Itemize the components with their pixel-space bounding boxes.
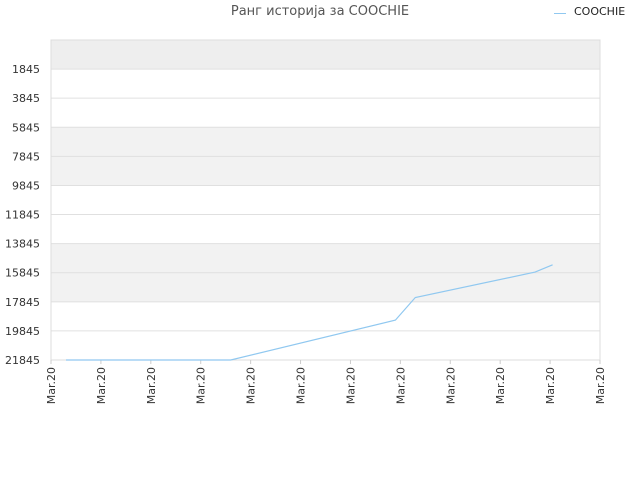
plot-band — [51, 69, 600, 99]
x-tick-label: Mar.20 — [444, 367, 457, 404]
plot-band — [51, 272, 600, 302]
y-tick-label: 15845 — [5, 267, 40, 280]
plot-band — [51, 98, 600, 128]
plot-band — [51, 330, 600, 360]
y-tick-label: 11845 — [5, 209, 40, 222]
y-tick-label: 21845 — [5, 354, 40, 367]
x-tick-label: Mar.20 — [594, 367, 607, 404]
x-tick-label: Mar.20 — [344, 367, 357, 404]
plot-band — [51, 127, 600, 157]
plot-border — [50, 39, 601, 361]
x-tick-label: Mar.20 — [195, 367, 208, 404]
y-tick-label: 13845 — [5, 238, 40, 251]
y-tick-label: 9845 — [12, 179, 40, 192]
legend-label-coochie: COOCHIE — [574, 5, 626, 18]
plot-band — [51, 40, 600, 70]
y-tick-label: 19845 — [5, 325, 40, 338]
x-tick-label: Mar.20 — [544, 367, 557, 404]
x-tick-label: Mar.20 — [95, 367, 108, 404]
y-tick-label: 1845 — [12, 63, 40, 76]
y-tick-label: 7845 — [12, 150, 40, 163]
plot-band — [51, 301, 600, 331]
legend[interactable]: COOCHIE — [554, 5, 625, 18]
x-tick-label: Mar.20 — [494, 367, 507, 404]
plot-band — [51, 214, 600, 244]
y-tick-label: 5845 — [12, 121, 40, 134]
x-tick-label: Mar.20 — [145, 367, 158, 404]
y-tick-label: 3845 — [12, 92, 40, 105]
legend-swatch-coochie — [554, 13, 566, 14]
chart-title: Ранг историја за COOCHIE — [230, 4, 410, 19]
x-tick-label: Mar.20 — [245, 367, 258, 404]
plot-band — [51, 185, 600, 215]
x-tick-label: Mar.20 — [394, 367, 407, 404]
x-tick-label: Mar.20 — [295, 367, 308, 404]
series-line-coochie — [66, 264, 553, 361]
y-tick-label: 17845 — [5, 296, 40, 309]
x-tick-label: Mar.20 — [45, 367, 58, 404]
plot-band — [51, 243, 600, 273]
plot-band — [51, 156, 600, 186]
